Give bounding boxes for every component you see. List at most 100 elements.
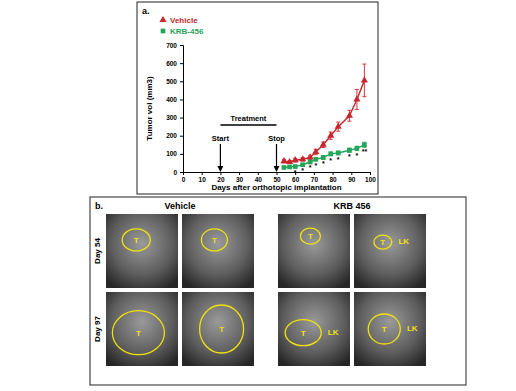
y-tick-mark [180, 45, 183, 46]
y-tick: 200 [166, 132, 183, 139]
x-tick: 80 [329, 172, 337, 183]
y-tick-label: 300 [166, 114, 177, 121]
image-background [278, 292, 350, 366]
y-tick: 500 [166, 78, 183, 85]
x-tick: 50 [273, 172, 281, 183]
x-tick: 70 [311, 172, 319, 183]
point [286, 158, 293, 164]
x-tick-mark [351, 172, 352, 175]
error-bar [362, 142, 366, 147]
ultrasound-image: T [106, 292, 178, 366]
significance-label: ** [362, 148, 368, 155]
y-axis-line [180, 46, 184, 173]
point [328, 152, 333, 157]
legend: Vehicle KRB-456 [159, 16, 203, 36]
image-background [106, 292, 178, 366]
error-bar [314, 158, 318, 161]
image-label: T [134, 236, 139, 245]
x-axis: 0102030405060708090100 [182, 172, 377, 183]
tumor-outline [201, 229, 227, 251]
treatment-label: Treatment [231, 114, 267, 123]
x-tick-mark [314, 172, 315, 175]
significance-label: * [337, 156, 340, 163]
significance-label: * [314, 162, 317, 169]
point [336, 151, 341, 156]
treatment-stop-label: Stop [268, 134, 285, 143]
treatment-start-label: Start [212, 134, 230, 143]
x-tick-label: 10 [199, 176, 207, 183]
point [292, 156, 299, 162]
point [321, 155, 326, 160]
image-label: T [308, 232, 313, 241]
x-tick-label: 70 [311, 176, 319, 183]
tumor-outline [285, 320, 321, 346]
tumor-outline [374, 235, 392, 249]
x-tick-label: 90 [348, 176, 356, 183]
image-label: T [382, 325, 387, 334]
y-tick-mark [180, 118, 183, 119]
x-tick-mark [239, 172, 240, 175]
y-tick-label: 0 [173, 169, 177, 176]
point [307, 153, 314, 159]
point [282, 165, 287, 170]
error-bar [329, 152, 333, 156]
x-tick-label: 100 [365, 176, 376, 183]
legend-item: KRB-456 [161, 27, 204, 36]
error-bar [347, 148, 351, 152]
series [280, 64, 368, 164]
x-tick: 30 [236, 172, 244, 183]
series-line [284, 145, 364, 168]
y-tick-mark [180, 172, 183, 173]
y-tick: 400 [166, 96, 183, 103]
point [287, 165, 292, 170]
y-tick: 100 [166, 150, 183, 157]
point [347, 148, 352, 153]
x-tick-mark [277, 172, 278, 175]
y-tick: 0 [173, 169, 183, 176]
significance-label: * [329, 157, 332, 164]
y-tick: 600 [166, 60, 183, 67]
point [320, 141, 327, 147]
error-bar [321, 156, 325, 160]
panel-label: a. [142, 6, 150, 16]
point [355, 146, 360, 151]
point [346, 112, 353, 118]
image-label: T [301, 329, 306, 338]
column-header: Vehicle [164, 201, 195, 211]
y-axis-title: Tumor vol (mm3) [145, 76, 154, 141]
ultrasound-image: T [182, 214, 254, 288]
legend-marker [159, 16, 166, 22]
image-label: LK [328, 328, 339, 337]
image-background [354, 292, 426, 366]
ultrasound-image: T [182, 292, 254, 366]
image-label: LK [398, 237, 409, 246]
point [280, 157, 287, 163]
treatment-stop-arrow [276, 144, 277, 169]
y-tick-mark [180, 99, 183, 100]
panel-a-frame [137, 2, 378, 194]
legend-label: KRB-456 [170, 27, 204, 36]
x-axis-line [184, 173, 371, 176]
image-background [278, 214, 350, 288]
significance-label: * [356, 152, 359, 159]
image-label: T [136, 329, 141, 338]
column-header: KRB 456 [333, 201, 370, 211]
x-tick-label: 20 [217, 176, 225, 183]
y-tick-mark [180, 136, 183, 137]
x-tick: 100 [365, 172, 376, 183]
tumor-outline [300, 228, 320, 244]
row-header: Day 97 [93, 316, 102, 342]
x-tick-label: 0 [182, 176, 186, 183]
x-tick-mark [220, 172, 221, 175]
image-label: T [219, 325, 224, 334]
image-background [106, 214, 178, 288]
legend-label: Vehicle [170, 16, 198, 25]
y-tick-mark [180, 154, 183, 155]
x-tick-label: 30 [236, 176, 244, 183]
treatment-bar [220, 124, 276, 126]
treatment-start-arrow [220, 144, 221, 169]
series [282, 142, 367, 170]
error-bar [308, 161, 312, 164]
tumor-outline [368, 314, 400, 344]
x-tick-label: 40 [255, 176, 263, 183]
